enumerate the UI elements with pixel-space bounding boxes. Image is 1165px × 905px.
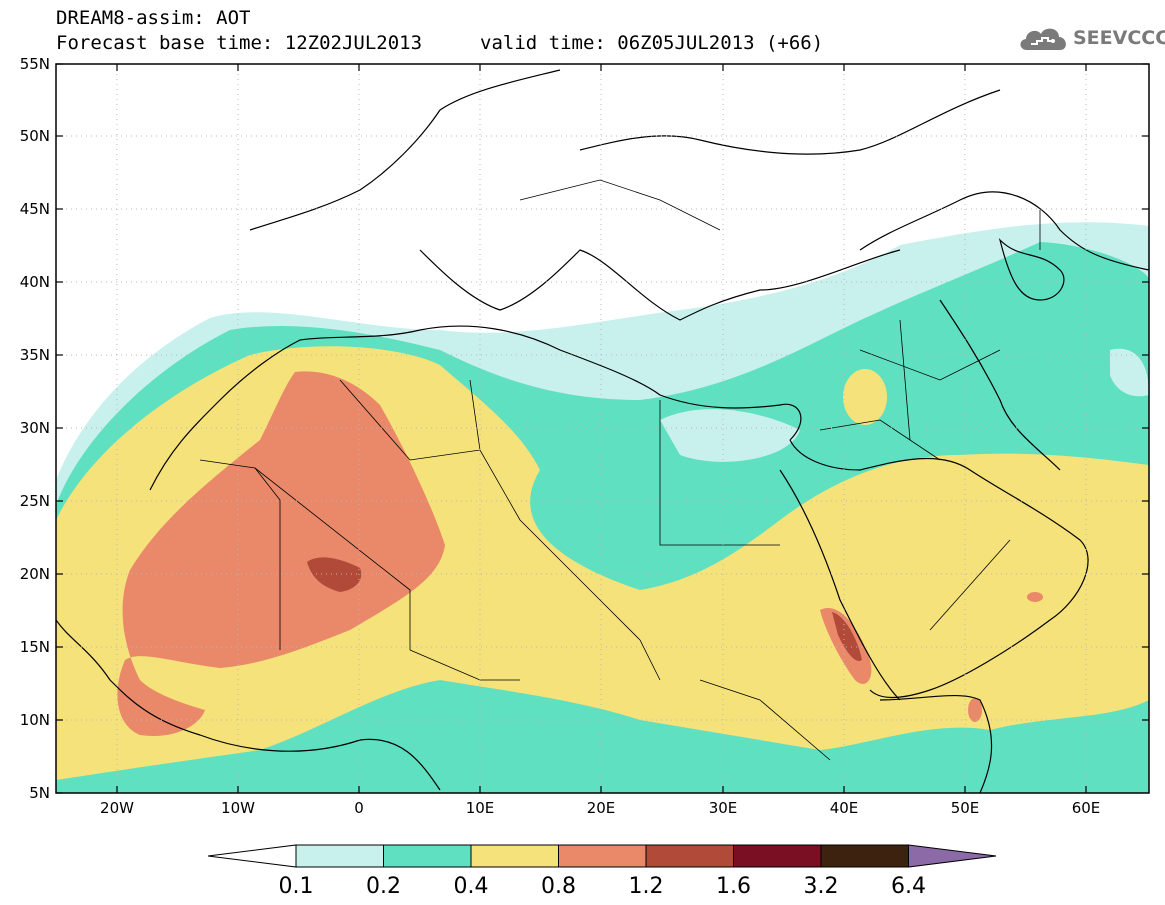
- lat-axis: 55N 50N 45N 40N 35N 30N 25N 20N 15N 10N …: [20, 55, 1149, 802]
- country-borders: [199, 179, 1041, 761]
- aot-band-0.4-spot: [843, 369, 887, 425]
- lat-label: 40N: [20, 273, 50, 291]
- aot-band-0.8: [117, 371, 446, 736]
- lon-axis: 20W 10W 0 10E 20E 30E 40E 50E 60E: [100, 64, 1100, 817]
- colorbar-label: 1.6: [716, 874, 751, 899]
- lat-label: 45N: [20, 200, 50, 218]
- colorbar-label: 0.2: [366, 874, 401, 899]
- lon-label: 20E: [587, 799, 616, 817]
- lat-label: 50N: [20, 127, 50, 145]
- aot-band-0.1-pocket: [660, 409, 800, 462]
- lat-label: 20N: [20, 565, 50, 583]
- lon-label: 40E: [830, 799, 859, 817]
- logo-text: SEEVCCC: [1073, 27, 1165, 49]
- aot-band-0.1-pocket-2: [1110, 348, 1149, 397]
- colorbar-label: 3.2: [804, 874, 839, 899]
- lat-label: 25N: [20, 492, 50, 510]
- colorbar-over-arrow: [908, 844, 997, 868]
- aot-fields: [56, 64, 1149, 793]
- lon-label: 20W: [100, 799, 134, 817]
- aot-band-1.2-redsea: [832, 612, 862, 661]
- lon-label: 10E: [466, 799, 495, 817]
- colorbar-swatch: [558, 844, 647, 868]
- seevccc-logo: SEEVCCC: [1017, 22, 1165, 56]
- aot-band-0.8-spot: [1027, 592, 1043, 602]
- colorbar-swatch: [295, 844, 384, 868]
- lat-label: 10N: [20, 711, 50, 729]
- aot-band-1.2: [307, 557, 362, 592]
- colorbar-label: 6.4: [891, 874, 926, 899]
- lon-label: 60E: [1072, 799, 1101, 817]
- colorbar-swatch: [645, 844, 734, 868]
- gridlines: [56, 64, 1149, 793]
- colorbar-swatch: [470, 844, 559, 868]
- lat-label: 5N: [29, 784, 50, 802]
- lon-label: 50E: [951, 799, 980, 817]
- lon-label: 0: [354, 799, 364, 817]
- colorbar-label: 0.4: [454, 874, 489, 899]
- aot-band-0.8-somalia: [968, 698, 982, 722]
- colorbar-label: 0.8: [541, 874, 576, 899]
- forecast-base-time: Forecast base time: 12Z02JUL2013: [56, 32, 423, 54]
- colorbar-under-arrow: [207, 844, 297, 868]
- lon-label: 10W: [221, 799, 255, 817]
- colorbar-label: 1.2: [629, 874, 664, 899]
- colorbar: 0.1 0.2 0.4 0.8 1.2 1.6 3.2 6.4: [207, 844, 997, 899]
- coastlines: [56, 69, 1149, 793]
- colorbar-swatch: [733, 844, 822, 868]
- lat-label: 15N: [20, 638, 50, 656]
- valid-time: valid time: 06Z05JUL2013 (+66): [480, 32, 824, 54]
- colorbar-swatch: [383, 844, 472, 868]
- lat-label: 35N: [20, 346, 50, 364]
- lat-label: 30N: [20, 419, 50, 437]
- colorbar-swatch: [820, 844, 909, 868]
- cloud-logo-icon: [1020, 28, 1066, 50]
- lat-label: 55N: [20, 55, 50, 73]
- colorbar-label: 0.1: [279, 874, 314, 899]
- lon-label: 30E: [709, 799, 738, 817]
- product-title: DREAM8-assim: AOT: [56, 7, 251, 29]
